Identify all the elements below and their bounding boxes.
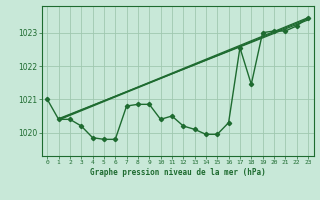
X-axis label: Graphe pression niveau de la mer (hPa): Graphe pression niveau de la mer (hPa) xyxy=(90,168,266,177)
